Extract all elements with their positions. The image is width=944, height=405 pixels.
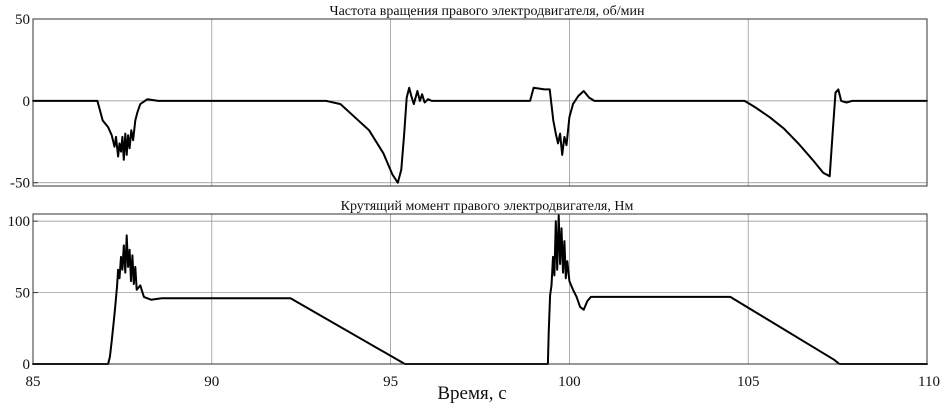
torque-series-line <box>32 214 928 365</box>
y-tick-label: 0 <box>23 94 31 110</box>
x-tick-label: 85 <box>26 374 41 390</box>
torque-chart: Крутящий момент правого электродвигателя… <box>8 199 928 373</box>
speed-chart-grid <box>33 19 927 186</box>
y-tick-label: 50 <box>15 12 30 28</box>
x-tick-label: 100 <box>558 374 581 390</box>
torque-chart-grid <box>33 214 927 364</box>
torque-chart-title: Крутящий момент правого электродвигателя… <box>341 199 634 214</box>
speed-chart-title: Частота вращения правого электродвигател… <box>329 4 645 19</box>
x-tick-label: 105 <box>737 374 760 390</box>
torque-chart-frame <box>32 213 928 365</box>
y-tick-label: -50 <box>10 176 30 192</box>
x-tick-label: 110 <box>918 374 940 390</box>
y-tick-label: 50 <box>15 286 30 302</box>
y-tick-label: 0 <box>23 357 31 373</box>
x-tick-label: 90 <box>204 374 219 390</box>
speed-chart-ticks: -50 0 50 <box>10 12 38 192</box>
y-tick-label: 100 <box>8 214 31 230</box>
speed-chart: Частота вращения правого электродвигател… <box>10 4 928 192</box>
time-axis-label: Время, с <box>437 383 506 404</box>
torque-chart-ticks: 0 50 100 <box>8 214 38 373</box>
speed-series-line <box>32 86 928 184</box>
speed-chart-frame <box>32 18 928 187</box>
time-axis-ticks: 85 90 95 100 105 110 <box>26 374 941 390</box>
x-tick-label: 95 <box>383 374 398 390</box>
